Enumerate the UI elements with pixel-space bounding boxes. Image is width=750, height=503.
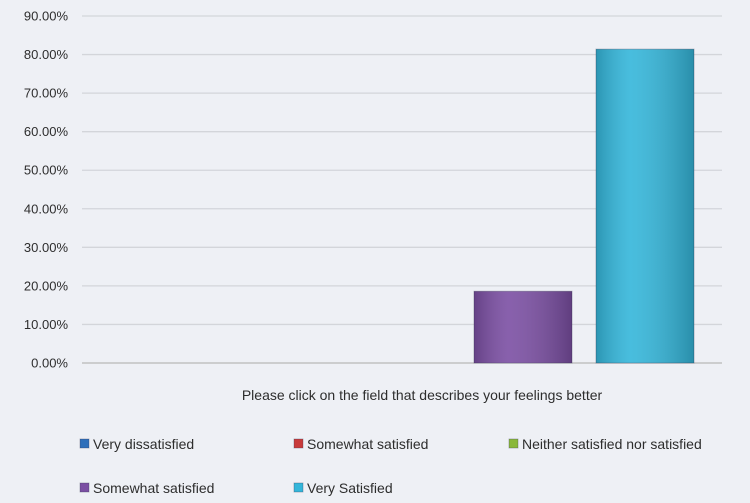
- legend-entry: Very dissatisfied: [79, 436, 194, 452]
- y-tick-label: 70.00%: [24, 86, 69, 101]
- gridlines: [82, 15, 722, 364]
- y-tick-label: 90.00%: [24, 9, 69, 24]
- legend-entry: Very Satisfied: [293, 480, 393, 496]
- bar-4: [473, 290, 573, 364]
- y-tick-label: 80.00%: [24, 47, 69, 62]
- legend-swatch: [508, 438, 519, 449]
- legend-swatch: [293, 438, 304, 449]
- legend-label: Somewhat satisfied: [93, 480, 214, 496]
- legend-swatch: [79, 482, 90, 493]
- x-axis-label: Please click on the field that describes…: [242, 387, 603, 403]
- legend-swatch: [79, 438, 90, 449]
- y-tick-label: 10.00%: [24, 317, 69, 332]
- bar-shading: [596, 49, 694, 363]
- bar-shading: [474, 291, 572, 363]
- y-tick-label: 20.00%: [24, 278, 69, 293]
- legend-entry: Somewhat satisfied: [293, 436, 428, 452]
- y-tick-label: 0.00%: [31, 356, 68, 371]
- legend-label: Very dissatisfied: [93, 436, 194, 452]
- y-tick-label: 60.00%: [24, 124, 69, 139]
- bars: [473, 48, 695, 364]
- y-tick-label: 50.00%: [24, 163, 69, 178]
- legend: Very dissatisfied Somewhat satisfied Neith…: [79, 436, 702, 496]
- legend-label: Very Satisfied: [307, 480, 393, 496]
- legend-label: Somewhat satisfied: [307, 436, 428, 452]
- legend-swatch: [293, 482, 304, 493]
- bar-5: [595, 48, 695, 364]
- legend-entry: Somewhat satisfied: [79, 480, 214, 496]
- legend-entry: Neither satisfied nor satisfied: [508, 436, 702, 452]
- y-axis-tick-labels: 0.00% 10.00% 20.00% 30.00% 40.00% 50.00% 60.00…: [24, 9, 69, 371]
- legend-label: Neither satisfied nor satisfied: [522, 436, 702, 452]
- y-tick-label: 40.00%: [24, 201, 69, 216]
- y-tick-label: 30.00%: [24, 240, 69, 255]
